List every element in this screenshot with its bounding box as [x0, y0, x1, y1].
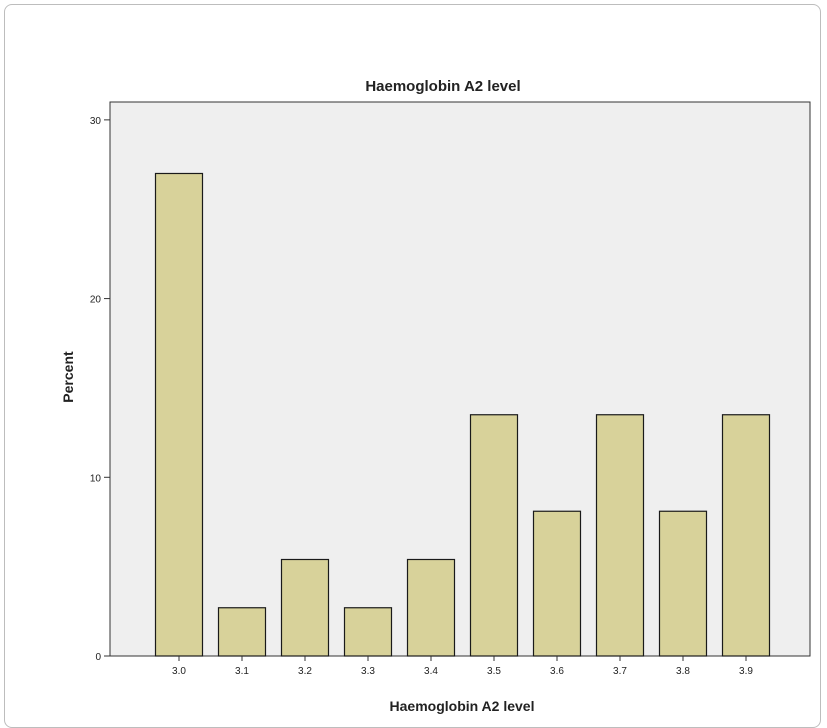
- x-axis-label: Haemoglobin A2 level: [390, 698, 535, 714]
- bar: [469, 414, 519, 657]
- bar-chart: Haemoglobin A2 level 0 10 20 30 3.0 3.1 3.2 3.3…: [60, 78, 811, 714]
- x-tick-label: 3.3: [361, 666, 375, 677]
- y-tick-label: 0: [95, 652, 101, 663]
- bar: [658, 510, 708, 657]
- x-tick-label: 3.7: [613, 666, 627, 677]
- x-tick-label: 3.6: [550, 666, 564, 677]
- chart-title: Haemoglobin A2 level: [365, 78, 520, 95]
- bar: [406, 558, 456, 657]
- x-tick-label: 3.8: [676, 666, 690, 677]
- x-tick-label: 3.4: [424, 666, 438, 677]
- x-tick-label: 3.0: [172, 666, 186, 677]
- x-tick-label: 3.1: [235, 666, 249, 677]
- x-tick-label: 3.5: [487, 666, 501, 677]
- bar: [721, 414, 771, 657]
- bar: [280, 558, 330, 657]
- y-tick-label: 10: [90, 473, 102, 484]
- y-axis-label: Percent: [60, 351, 76, 403]
- y-tick-label: 20: [90, 295, 102, 306]
- chart-card: Haemoglobin A2 level 0 10 20 30 3.0 3.1 3.2 3.3…: [4, 4, 821, 728]
- bar: [217, 607, 267, 657]
- bar: [532, 510, 582, 657]
- bar: [595, 414, 645, 657]
- plot-area: 0 10 20 30 3.0 3.1 3.2 3.3 3.4 3.5 3.6 3.7 3.8 3.9: [90, 101, 811, 677]
- x-tick-label: 3.9: [739, 666, 753, 677]
- x-tick-label: 3.2: [298, 666, 312, 677]
- bar: [343, 607, 393, 657]
- y-tick-label: 30: [90, 116, 102, 127]
- bar: [154, 172, 204, 657]
